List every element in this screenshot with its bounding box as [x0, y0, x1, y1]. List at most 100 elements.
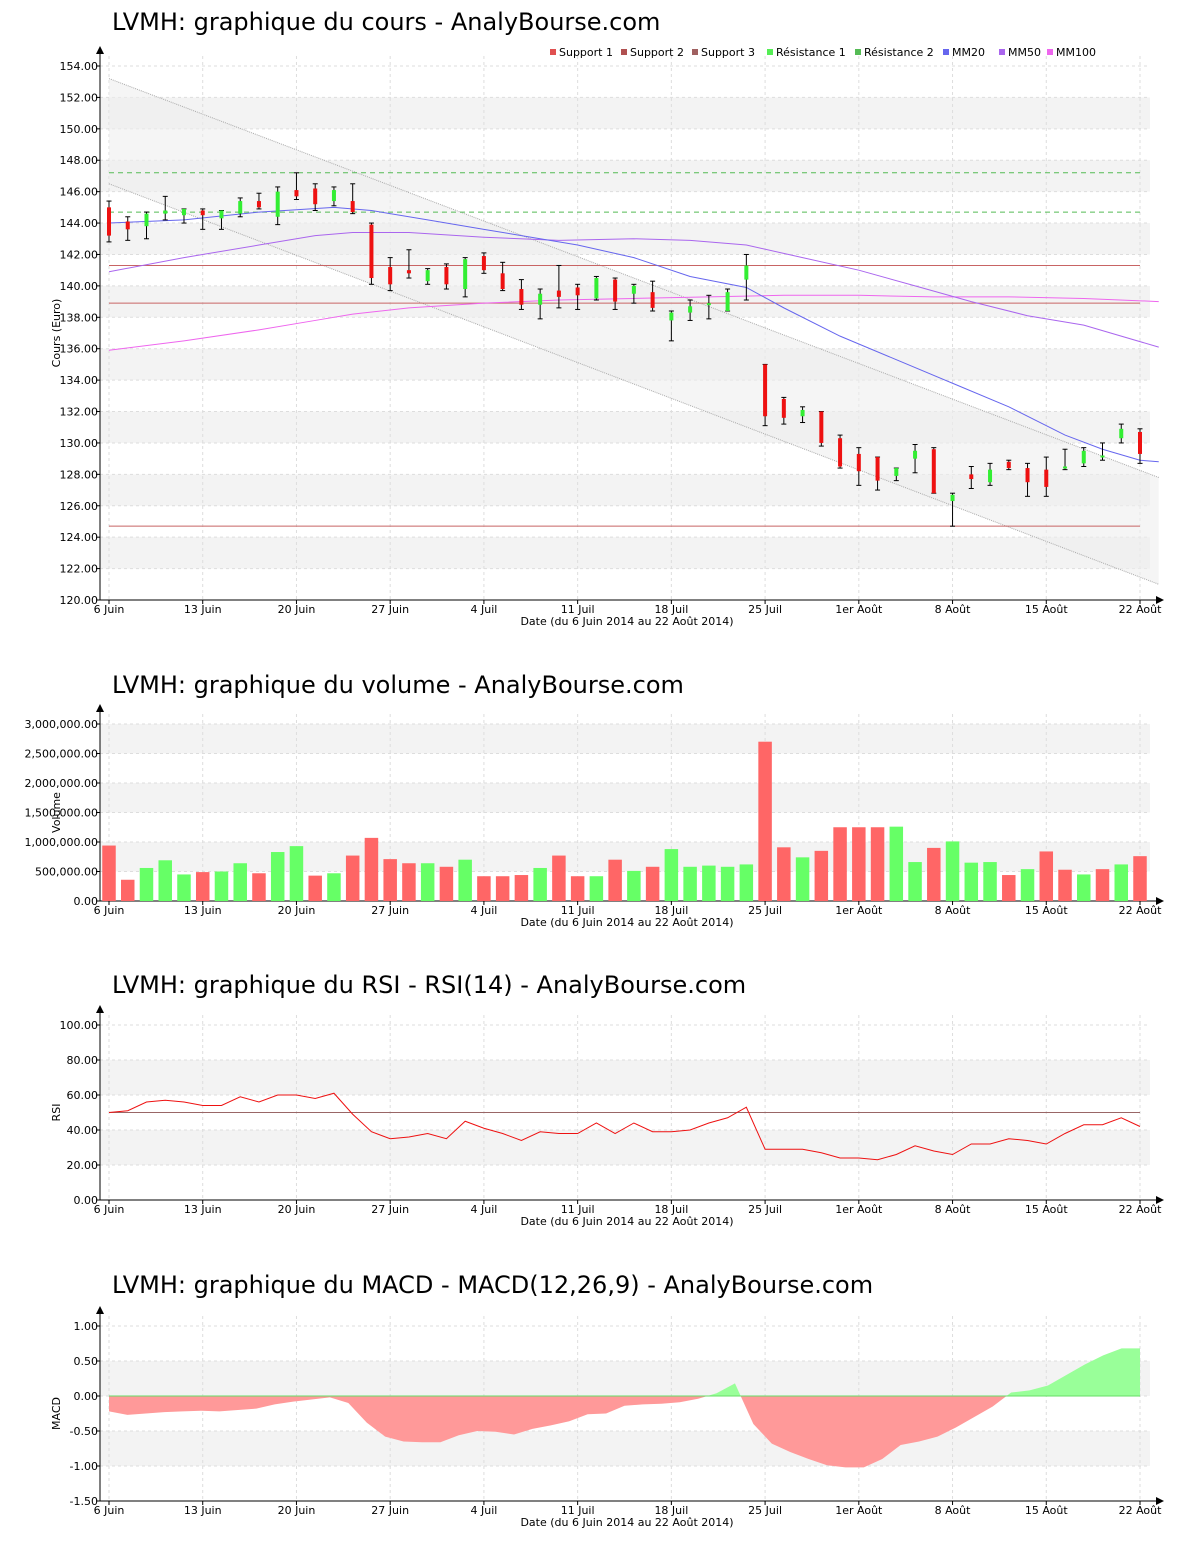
candle — [275, 186, 281, 226]
volume-xtick-label: 20 Juin — [278, 904, 316, 917]
candle-body — [1006, 461, 1011, 469]
price-ytick-label: 148.00 — [60, 154, 99, 167]
price-ytick-label: 124.00 — [60, 531, 99, 544]
price-ytick-label: 120.00 — [60, 594, 99, 607]
volume-bar — [289, 846, 304, 901]
macd-ytick-label: 0.50 — [74, 1355, 99, 1368]
candle — [931, 447, 937, 494]
candle — [725, 288, 731, 312]
volume-bar — [814, 850, 829, 901]
rsi-x-arrow — [1156, 1196, 1164, 1204]
rsi-ytick-label: 40.00 — [67, 1124, 99, 1137]
macd-chart-title: LVMH: graphique du MACD - MACD(12,26,9) … — [112, 1271, 874, 1299]
volume-xtick-label: 22 Août — [1119, 904, 1163, 917]
candle-body — [913, 450, 918, 459]
rsi-chart-title: LVMH: graphique du RSI - RSI(14) - Analy… — [112, 971, 747, 999]
candle-body — [500, 273, 505, 290]
legend-swatch — [621, 49, 627, 55]
rsi-xtick-label: 4 Juil — [470, 1203, 497, 1216]
candle — [181, 208, 187, 224]
price-ytick-label: 144.00 — [60, 217, 99, 230]
price-xtick-label: 1er Août — [835, 603, 883, 616]
volume-bar — [983, 862, 997, 901]
candle-body — [238, 201, 243, 214]
volume-bar — [1020, 869, 1035, 901]
price-xtick-label: 22 Août — [1119, 603, 1163, 616]
candle — [762, 363, 768, 427]
rsi-xtick-label: 20 Juin — [278, 1203, 316, 1216]
price-band — [100, 537, 1150, 569]
candle-body — [650, 292, 655, 308]
candle-body — [1100, 455, 1105, 458]
candle — [312, 183, 318, 211]
price-ytick-label: 154.00 — [60, 60, 99, 73]
rsi-band — [100, 1130, 1150, 1165]
candle-body — [125, 221, 130, 230]
volume-bar — [927, 847, 941, 901]
channel-lower-line — [108, 183, 1159, 585]
candle-body — [838, 438, 843, 467]
candle-body — [988, 469, 993, 483]
volume-bar — [1095, 869, 1110, 901]
candle-body — [706, 303, 711, 306]
legend-label: Support 1 — [559, 46, 613, 59]
rsi-ytick-label: 100.00 — [60, 1019, 99, 1032]
volume-chart-panel: LVMH: graphique du volume - AnalyBourse.… — [0, 665, 1200, 935]
candle — [668, 310, 674, 342]
volume-bar — [102, 845, 116, 901]
macd-x-axis-label: Date (du 6 Juin 2014 au 22 Août 2014) — [520, 1516, 733, 1529]
candle — [556, 264, 562, 309]
rsi-chart: 0.00 20.00 40.00 60.00 80.00 100.00 6 Juin 13 J… — [50, 1005, 1164, 1228]
candle-body — [1025, 468, 1030, 483]
volume-xtick-label: 4 Juil — [470, 904, 497, 917]
macd-xtick-label: 27 Juin — [371, 1504, 409, 1517]
price-xtick-label: 11 Juil — [561, 603, 595, 616]
macd-xtick-label: 20 Juin — [278, 1504, 316, 1517]
rsi-ytick-label: 0.00 — [74, 1194, 99, 1207]
volume-bar — [795, 857, 810, 901]
candle-body — [669, 312, 674, 321]
volume-chart-title: LVMH: graphique du volume - AnalyBourse.… — [112, 671, 684, 699]
volume-x-axis-label: Date (du 6 Juin 2014 au 22 Août 2014) — [520, 916, 733, 929]
candle-body — [875, 457, 880, 481]
rsi-line — [108, 1092, 1141, 1161]
rsi-xtick-label: 6 Juin — [94, 1203, 125, 1216]
rsi-xtick-label: 1er Août — [835, 1203, 883, 1216]
candle-body — [688, 306, 693, 313]
candle-body — [538, 293, 543, 305]
candle-body — [331, 190, 336, 202]
candle-body — [463, 259, 468, 290]
candle-body — [444, 267, 449, 285]
volume-bar — [627, 870, 641, 901]
legend-entry: Résistance 1 — [767, 46, 846, 59]
candle — [218, 209, 224, 230]
candle — [1137, 428, 1143, 464]
rsi-ytick-label: 80.00 — [67, 1054, 99, 1067]
volume-ytick-label: 3,000,000.00 — [25, 718, 98, 731]
candle-body — [931, 449, 936, 494]
rsi-xtick-label: 25 Juil — [748, 1203, 782, 1216]
legend-entry: MM50 — [999, 46, 1041, 59]
volume-bar — [139, 867, 154, 901]
volume-bar — [664, 849, 679, 901]
candle — [687, 299, 693, 321]
price-xtick-label: 27 Juin — [371, 603, 409, 616]
rsi-ytick-label: 20.00 — [67, 1159, 99, 1172]
candle-body — [594, 278, 599, 299]
candle — [518, 279, 524, 310]
rsi-y-arrow — [96, 1005, 104, 1013]
candle — [425, 268, 431, 285]
candle-body — [969, 474, 974, 480]
macd-y-axis-label: MACD — [50, 1397, 63, 1430]
price-chart-title: LVMH: graphique du cours - AnalyBourse.c… — [112, 8, 661, 36]
candle — [162, 195, 168, 221]
candle — [106, 200, 112, 243]
candle — [781, 396, 787, 425]
candle-body — [369, 224, 374, 279]
candle — [406, 249, 412, 279]
candle-body — [575, 287, 580, 296]
macd-xtick-label: 13 Juin — [184, 1504, 222, 1517]
candle-body — [219, 210, 224, 219]
candle — [950, 492, 956, 527]
price-xtick-label: 20 Juin — [278, 603, 316, 616]
